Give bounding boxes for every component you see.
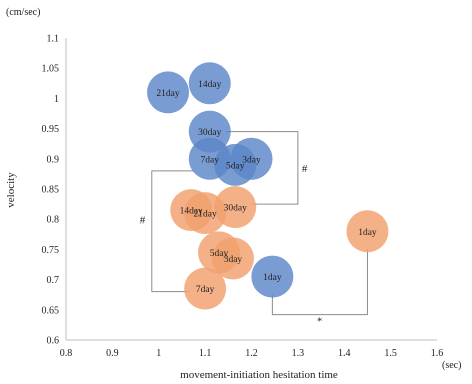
x-tick-label: 1.2 [245,348,258,359]
point-blue-5day [214,143,257,186]
point-orange-1day [346,210,389,253]
y-tick-label: 1.1 [47,34,60,45]
y-axis-title: velocity [5,172,17,208]
y-tick-label: 0.95 [42,124,60,135]
point-blue-14day [188,62,231,105]
y-tick-label: 1 [54,94,59,105]
significance-brackets: # # * [140,131,368,328]
point-blue-21day [147,71,190,114]
x-tick-label: 0.9 [106,348,119,359]
point-label: 3day [224,255,243,265]
significance-mark: # [302,163,308,175]
y-tick-label: 0.65 [42,305,60,316]
x-tick-label: 0.8 [60,348,73,359]
x-tick-label: 1 [156,348,161,359]
point-label: 1day [263,273,282,283]
point-label: 30day [224,204,247,214]
point-label: 14day [180,207,203,217]
point-orange-3day [211,237,254,280]
x-tick-label: 1.4 [338,348,351,359]
y-unit-label: (cm/sec) [6,7,40,18]
x-tick-label: 1.1 [199,348,212,359]
x-tick-label: 1.5 [384,348,397,359]
y-tick-labels: 0.6 0.65 0.7 0.75 0.8 0.85 0.9 0.95 1 1.05 1.1 [42,34,60,347]
point-label: 3day [242,155,261,165]
point-label: 5day [210,249,229,259]
x-tick-label: 1.3 [292,348,305,359]
bracket-1day [271,249,368,316]
point-blue-1day [251,255,294,298]
point-orange-7day [184,267,227,310]
point-label: 7day [201,155,220,165]
x-tick-label: 1.6 [431,348,444,359]
significance-mark: # [140,214,146,226]
x-axis-title: movement-initiation hesitation time [180,369,338,381]
y-tick-label: 0.85 [42,185,60,196]
x-tick-labels: 0.8 0.9 1 1.1 1.2 1.3 1.4 1.5 1.6 [60,348,444,359]
y-tick-label: 0.7 [47,275,60,286]
bracket-7day [151,170,194,293]
y-tick-label: 0.75 [42,245,60,256]
x-unit-label: (sec) [442,360,461,371]
point-label: 7day [196,285,215,295]
y-tick-label: 0.9 [47,154,60,165]
point-label: 1day [358,228,377,238]
point-label: 5day [226,161,245,171]
significance-mark: * [317,316,323,328]
point-orange-30day [214,186,257,229]
point-label: 21day [156,89,179,99]
y-tick-label: 0.6 [47,336,60,347]
point-label: 30day [198,128,221,138]
y-tick-label: 0.8 [47,215,60,226]
point-label: 14day [198,80,221,90]
bracket-30day [225,131,299,205]
y-tick-label: 1.05 [42,64,60,75]
point-label: 21day [194,210,217,220]
